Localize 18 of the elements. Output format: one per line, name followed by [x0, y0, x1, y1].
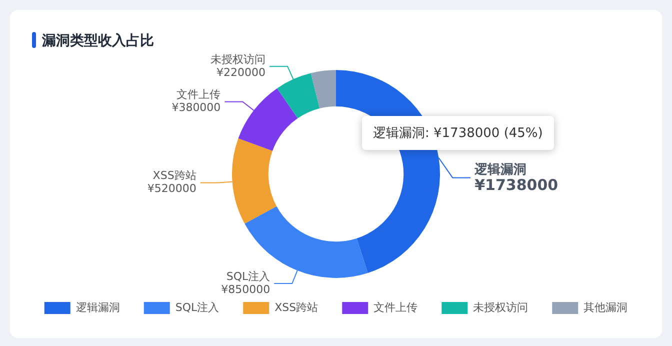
legend-label: 文件上传 — [374, 300, 418, 314]
legend-label: 逻辑漏洞 — [76, 300, 120, 314]
data-label: ¥1738000 — [474, 176, 558, 194]
data-label: ¥220000 — [216, 66, 266, 79]
legend-label: XSS跨站 — [274, 300, 318, 314]
slice-label: SQL注入 — [226, 270, 270, 283]
slice-label: 文件上传 — [176, 88, 221, 102]
slice-label: 未授权访问 — [210, 52, 266, 66]
slice-label: 逻辑漏洞 — [474, 162, 527, 178]
data-label: ¥520000 — [147, 182, 196, 196]
text: 逻辑漏洞: ¥1738000 (45%) — [362, 116, 554, 150]
chart-title: 漏洞类型收入占比 — [42, 32, 154, 50]
legend-label: 其他漏洞 — [584, 300, 628, 314]
legend-label: SQL注入 — [175, 300, 220, 314]
data-label: ¥850000 — [221, 282, 270, 296]
slice-label: XSS跨站 — [152, 169, 196, 182]
legend-label: 未授权访问 — [473, 300, 528, 314]
data-label: ¥380000 — [172, 101, 221, 114]
